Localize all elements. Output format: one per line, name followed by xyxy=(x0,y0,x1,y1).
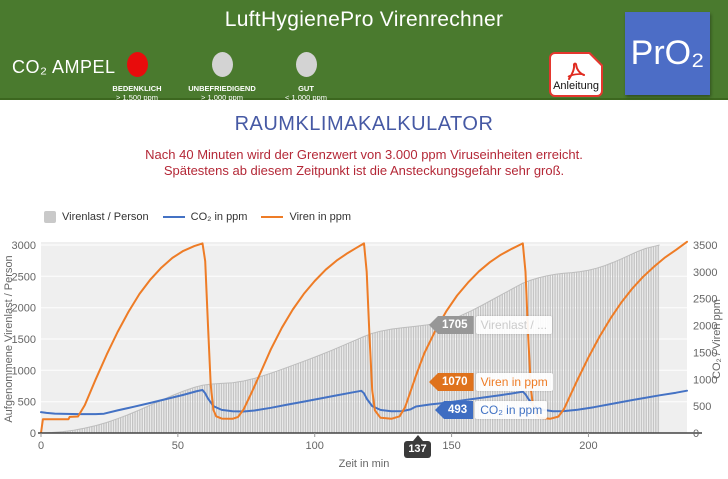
svg-text:3000: 3000 xyxy=(693,267,717,279)
app-title: LuftHygienePro Virenrechner xyxy=(224,8,504,31)
svg-text:200: 200 xyxy=(579,440,597,452)
co2-ampel-label: CO₂ AMPEL xyxy=(12,57,116,77)
svg-text:2500: 2500 xyxy=(12,271,36,283)
svg-text:3000: 3000 xyxy=(12,240,36,252)
chart-legend: Virenlast / Person CO₂ in ppm Viren in p… xyxy=(44,211,351,223)
warning-message: Nach 40 Minuten wird der Grenzwert von 3… xyxy=(0,147,728,179)
svg-text:0: 0 xyxy=(30,428,36,440)
legend-item-virenlast[interactable]: Virenlast / Person xyxy=(44,211,149,223)
right-axis-title: CO₂ / Viren ppm xyxy=(711,299,723,379)
svg-text:0: 0 xyxy=(693,428,699,440)
traffic-light-bedenklich: BEDENKLICH > 1.500 ppm xyxy=(90,52,184,102)
app-header: LuftHygienePro Virenrechner CO₂ AMPEL BE… xyxy=(0,0,728,102)
light-threshold: > 1.500 ppm xyxy=(116,93,158,102)
svg-text:3500: 3500 xyxy=(693,240,717,252)
svg-text:100: 100 xyxy=(306,440,324,452)
virenlast-swatch-icon xyxy=(44,211,56,223)
tooltip-virenlast: 1705 Virenlast / ... xyxy=(429,316,553,334)
legend-label[interactable]: Viren in ppm xyxy=(289,211,352,223)
svg-text:2000: 2000 xyxy=(12,303,36,315)
gray-light-icon xyxy=(295,52,317,77)
traffic-light-unbefriedigend: UNBEFRIEDIGEND > 1.000 ppm xyxy=(175,52,269,102)
svg-text:500: 500 xyxy=(18,397,36,409)
tooltip-viren-label: Viren in ppm xyxy=(475,373,553,391)
viren-line-swatch-icon xyxy=(261,215,284,219)
left-axis-title: Aufgenommene Virenlast / Person xyxy=(3,255,15,422)
tooltip-viren-value: 1070 xyxy=(429,373,474,391)
chart-canvas[interactable]: 0 50 100 150 2000500100015002000250030000500… xyxy=(0,205,728,479)
light-label: UNBEFRIEDIGEND xyxy=(188,84,256,93)
x-axis-title: Zeit in min xyxy=(339,458,390,470)
x-axis-marker: 137 xyxy=(404,441,431,458)
legend-label[interactable]: CO₂ in ppm xyxy=(190,211,248,223)
svg-text:1500: 1500 xyxy=(693,347,717,359)
svg-text:500: 500 xyxy=(693,401,711,413)
pro2-logo-text: PrO₂ xyxy=(630,34,705,72)
series-vireninppm xyxy=(40,240,688,434)
anleitung-button[interactable]: Anleitung xyxy=(549,52,603,97)
tooltip-co2-label: CO₂ in ppm xyxy=(475,401,548,419)
pro2-logo: PrO₂ xyxy=(625,12,710,95)
svg-text:2000: 2000 xyxy=(693,321,717,333)
svg-text:0: 0 xyxy=(38,440,44,452)
warning-line-2: Spätestens ab diesem Zeitpunkt ist die A… xyxy=(163,163,565,178)
warning-line-1: Nach 40 Minuten wird der Grenzwert von 3… xyxy=(145,147,583,162)
light-label: GUT xyxy=(298,84,314,93)
tooltip-co2: 493 CO₂ in ppm xyxy=(435,401,548,419)
gray-light-icon xyxy=(211,52,233,77)
svg-text:2500: 2500 xyxy=(693,294,717,306)
legend-item-co2[interactable]: CO₂ in ppm xyxy=(162,211,248,223)
svg-text:1000: 1000 xyxy=(12,365,36,377)
pdf-icon xyxy=(563,59,589,85)
light-label: BEDENKLICH xyxy=(112,84,162,93)
legend-item-viren[interactable]: Viren in ppm xyxy=(261,211,351,223)
tooltip-virenlast-value: 1705 xyxy=(429,316,474,334)
co2-line-swatch-icon xyxy=(162,215,185,219)
tooltip-virenlast-label: Virenlast / ... xyxy=(475,316,553,334)
red-light-icon xyxy=(126,52,148,77)
traffic-light-gut: GUT < 1.000 ppm xyxy=(259,52,353,102)
page-title: RAUMKLIMAKALKULATOR xyxy=(234,113,494,135)
light-threshold: < 1.000 ppm xyxy=(285,93,327,102)
tooltip-co2-value: 493 xyxy=(435,401,474,419)
x-marker-arrow-icon xyxy=(413,435,423,441)
legend-label[interactable]: Virenlast / Person xyxy=(62,211,149,223)
anleitung-button-face[interactable]: Anleitung xyxy=(551,54,601,95)
svg-text:50: 50 xyxy=(172,440,184,452)
svg-text:150: 150 xyxy=(442,440,460,452)
anleitung-button-label[interactable]: Anleitung xyxy=(553,80,599,92)
svg-text:1000: 1000 xyxy=(693,374,717,386)
tooltip-viren: 1070 Viren in ppm xyxy=(429,373,553,391)
light-threshold: > 1.000 ppm xyxy=(201,93,243,102)
svg-text:1500: 1500 xyxy=(12,334,36,346)
